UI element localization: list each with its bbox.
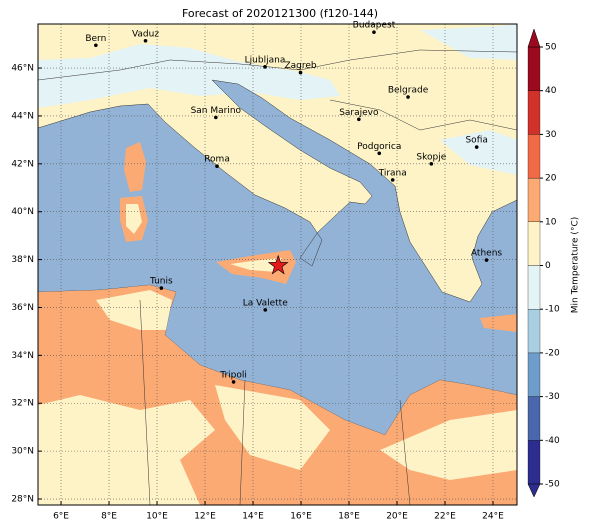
city-label: Podgorica <box>357 142 401 152</box>
city-label: Ljubljana <box>245 55 286 65</box>
colorbar-tick-label: -20 <box>545 348 560 358</box>
city-point <box>298 70 303 75</box>
city-point <box>143 38 148 43</box>
y-tick-label: 36°N <box>11 303 34 313</box>
pale-area <box>380 410 517 480</box>
colorbar-tick-label: -30 <box>545 392 560 402</box>
city-point <box>231 380 236 384</box>
city-label: La Valette <box>243 298 288 308</box>
city-point <box>390 178 395 182</box>
city-point <box>263 308 268 312</box>
colorbar-tick-label: 20 <box>545 174 557 184</box>
sicily-interior <box>230 258 282 272</box>
colorbar-band <box>527 177 541 222</box>
city-label: Bern <box>85 34 106 44</box>
colorbar-tick-label: 50 <box>545 43 557 53</box>
city-point <box>263 65 267 69</box>
colorbar-tick-label: 40 <box>545 86 557 96</box>
x-tick-label: 18°E <box>338 512 360 522</box>
x-tick-label: 16°E <box>290 512 312 522</box>
colorbar-band <box>527 440 541 485</box>
map-frame <box>37 23 518 506</box>
y-tick-label: 32°N <box>11 399 34 409</box>
y-tick-label: 34°N <box>11 351 34 361</box>
pale-area <box>38 395 215 505</box>
borders <box>38 49 517 505</box>
colorbar-tick-label: 0 <box>545 261 551 271</box>
y-tick-label: 46°N <box>11 64 34 74</box>
city-label: Vaduz <box>132 29 159 39</box>
event-marker <box>267 254 289 275</box>
colorbar-band <box>527 265 541 310</box>
colorbar-band <box>527 90 541 135</box>
city-label: Zagreb <box>284 61 316 71</box>
y-tick-label: 42°N <box>11 159 34 169</box>
colorbar-label: Min Temperature (°C) <box>571 217 581 314</box>
y-tick-label: 40°N <box>11 207 34 217</box>
x-tick-label: 22°E <box>434 512 456 522</box>
colorbar-tick-label: -10 <box>545 305 560 315</box>
colorbar-band <box>527 221 541 266</box>
pale-area <box>96 290 172 330</box>
x-tick-label: 20°E <box>386 512 408 522</box>
city-point <box>429 162 434 166</box>
city-point <box>94 43 98 48</box>
city-point <box>377 151 382 156</box>
colorbar-band <box>527 134 541 179</box>
x-tick-label: 12°E <box>194 512 216 522</box>
y-tick-label: 38°N <box>11 255 34 265</box>
crete <box>480 314 517 332</box>
city-point <box>372 30 376 34</box>
city-label: Roma <box>204 155 230 165</box>
city-point <box>214 115 218 120</box>
y-tick-label: 28°N <box>11 495 34 505</box>
colorbar-tick-label: -50 <box>545 480 560 490</box>
colorbar-tick-label: 10 <box>545 217 557 227</box>
x-tick-label: 8°E <box>101 512 117 522</box>
city-point <box>357 117 361 122</box>
map-title: Forecast of 2020121300 (f120-144) <box>182 7 378 20</box>
colorbar-tick-label: -40 <box>545 436 560 446</box>
colorbar-extend-bottom <box>527 483 541 498</box>
colorbar-band <box>527 352 541 397</box>
city-point <box>474 145 479 149</box>
y-tick-label: 30°N <box>11 447 34 457</box>
colorbar-band <box>527 309 541 354</box>
corsica <box>124 142 146 192</box>
city-label: Sarajevo <box>339 108 379 118</box>
city-label: San Marino <box>191 106 242 116</box>
city-label: Tunis <box>149 277 173 287</box>
city-label: Belgrade <box>388 86 429 96</box>
y-tick-label: 44°N <box>11 111 34 121</box>
x-tick-label: 6°E <box>53 512 69 522</box>
city-label: Athens <box>471 249 502 259</box>
city-point <box>406 95 410 99</box>
city-point <box>484 258 489 262</box>
x-tick-label: 10°E <box>146 512 168 522</box>
colorbar-band <box>527 396 541 441</box>
x-tick-label: 14°E <box>242 512 264 522</box>
colorbar-tick-label: 30 <box>545 130 557 140</box>
city-label: Tripoli <box>219 370 247 380</box>
colorbar-extend-top <box>527 28 541 48</box>
city-label: Tirana <box>378 168 407 178</box>
city-label: Budapest <box>353 21 396 31</box>
city-point <box>159 286 164 290</box>
colorbar-band <box>527 46 541 91</box>
city-point <box>215 164 219 169</box>
city-label: Sofia <box>465 136 487 146</box>
cold-area <box>38 44 340 108</box>
x-tick-label: 24°E <box>482 512 504 522</box>
city-label: Skopje <box>416 152 446 162</box>
